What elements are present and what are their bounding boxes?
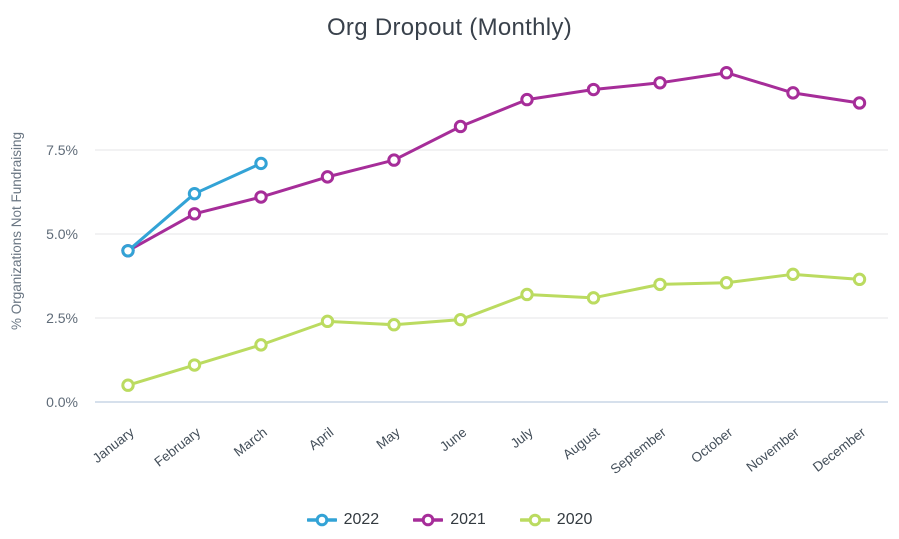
data-series	[121, 66, 867, 392]
data-point-2020	[786, 267, 800, 282]
data-point-2020	[852, 272, 867, 287]
data-point-2021	[453, 119, 468, 134]
data-point-2021	[254, 190, 268, 204]
data-point-2022	[254, 156, 268, 171]
data-point-2021	[387, 153, 401, 167]
x-tick-label: January	[90, 424, 137, 466]
data-point-2020	[653, 277, 667, 292]
data-point-2020	[520, 287, 534, 302]
data-point-2021	[320, 170, 335, 184]
x-tick-label: July	[508, 424, 536, 451]
legend-item-2020[interactable]: 2020	[519, 511, 593, 529]
x-tick-label: August	[560, 424, 603, 462]
legend-marker-2020-icon	[519, 513, 550, 527]
data-point-2020	[719, 276, 734, 290]
series-line-2021	[126, 71, 861, 253]
data-point-2020	[254, 338, 268, 352]
legend-label-2021: 2021	[450, 511, 486, 528]
x-tick-label: September	[608, 424, 670, 477]
data-point-2021	[719, 66, 734, 80]
series-line-2020	[126, 272, 861, 387]
gridlines	[95, 149, 888, 403]
data-point-2021	[852, 96, 867, 110]
data-point-2020	[187, 358, 202, 372]
legend-marker-2022-icon	[306, 513, 337, 527]
y-axis-tick-labels: 0.0% 2.5% 5.0% 7.5%	[46, 142, 78, 410]
data-point-2020	[320, 314, 335, 329]
y-axis-title: % Organizations Not Fundraising	[9, 132, 24, 330]
y-tick-label: 7.5%	[46, 142, 78, 158]
x-tick-label: February	[152, 424, 204, 469]
chart-title: Org Dropout (Monthly)	[326, 14, 573, 41]
x-axis-tick-labels: January February March April May June July Augu…	[90, 424, 869, 477]
chart-legend: 2022 2021 2020	[0, 511, 899, 529]
data-point-2020	[586, 291, 601, 305]
y-tick-label: 0.0%	[46, 394, 78, 410]
x-tick-label: October	[688, 424, 735, 466]
data-point-2021	[520, 92, 534, 107]
legend-label-2022: 2022	[343, 511, 380, 528]
legend-item-2022[interactable]: 2022	[306, 511, 380, 529]
data-point-2021	[187, 207, 202, 221]
legend-item-2021[interactable]: 2021	[413, 511, 486, 529]
data-point-2020	[121, 378, 135, 392]
x-tick-label: March	[231, 425, 270, 460]
y-tick-label: 5.0%	[46, 226, 78, 242]
data-point-2021	[653, 76, 667, 90]
data-point-2022	[121, 244, 135, 258]
legend-label-2020: 2020	[556, 511, 593, 528]
data-point-2020	[387, 318, 401, 332]
data-point-2021	[586, 82, 601, 97]
data-point-2022	[187, 186, 202, 201]
x-tick-label: November	[744, 424, 803, 474]
x-tick-label: April	[306, 425, 337, 453]
data-point-2021	[786, 86, 800, 100]
y-tick-label: 2.5%	[46, 310, 78, 326]
series-line-2022	[126, 161, 263, 253]
legend-marker-2021-icon	[413, 513, 444, 527]
x-tick-label: May	[374, 424, 404, 452]
x-tick-label: June	[437, 425, 469, 455]
x-tick-label: December	[810, 424, 869, 474]
data-point-2020	[453, 312, 468, 327]
